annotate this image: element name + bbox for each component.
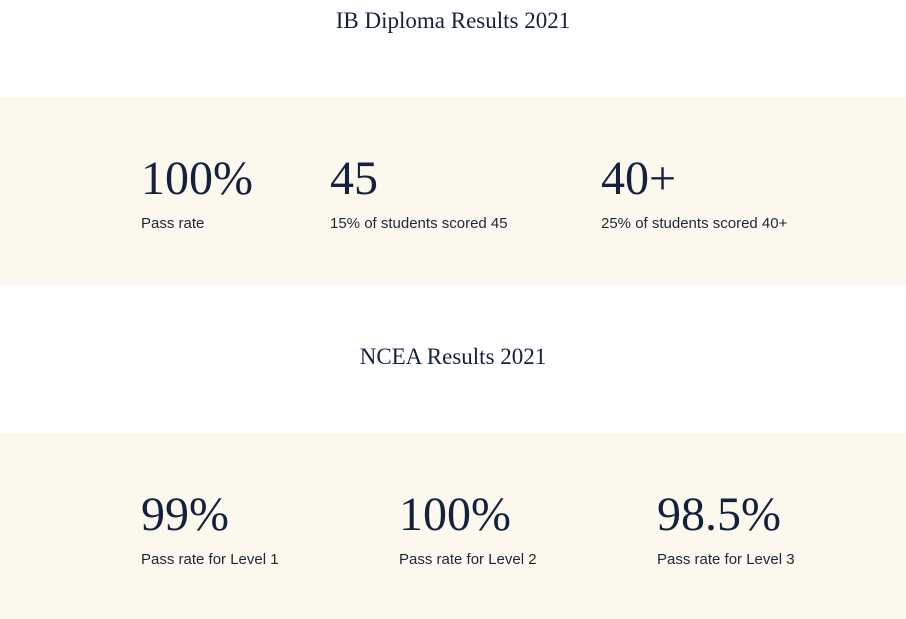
ib-stat-top-score: 45 15% of students scored 45	[330, 155, 508, 233]
ib-stat-label: Pass rate	[141, 215, 205, 232]
ncea-stat-value: 99%	[141, 488, 229, 541]
ib-stat-value: 40+	[601, 152, 677, 205]
ncea-stat-level-1: 99% Pass rate for Level 1	[141, 491, 279, 569]
ib-stat-label: 15% of students scored 45	[330, 215, 508, 232]
ib-stat-label: 25% of students scored 40+	[601, 215, 788, 232]
ib-stat-40-plus: 40+ 25% of students scored 40+	[601, 155, 787, 233]
ncea-stat-label: Pass rate for Level 1	[141, 551, 279, 568]
ncea-stat-level-3: 98.5% Pass rate for Level 3	[657, 491, 795, 569]
ncea-stat-value: 98.5%	[657, 488, 781, 541]
ib-section-title: IB Diploma Results 2021	[335, 8, 571, 33]
ib-stat-value: 45	[330, 152, 378, 205]
ncea-stat-label: Pass rate for Level 3	[657, 551, 795, 568]
ncea-stat-level-2: 100% Pass rate for Level 2	[399, 491, 537, 569]
ncea-section-title: NCEA Results 2021	[359, 344, 547, 369]
ncea-stats-band: 99% Pass rate for Level 1 100% Pass rate…	[0, 433, 906, 619]
ncea-stat-label: Pass rate for Level 2	[399, 551, 537, 568]
ib-stat-pass-rate: 100% Pass rate	[141, 155, 253, 233]
ncea-stat-value: 100%	[399, 488, 511, 541]
ib-stats-band: 100% Pass rate 45 15% of students scored…	[0, 97, 906, 285]
ib-stat-value: 100%	[141, 152, 253, 205]
